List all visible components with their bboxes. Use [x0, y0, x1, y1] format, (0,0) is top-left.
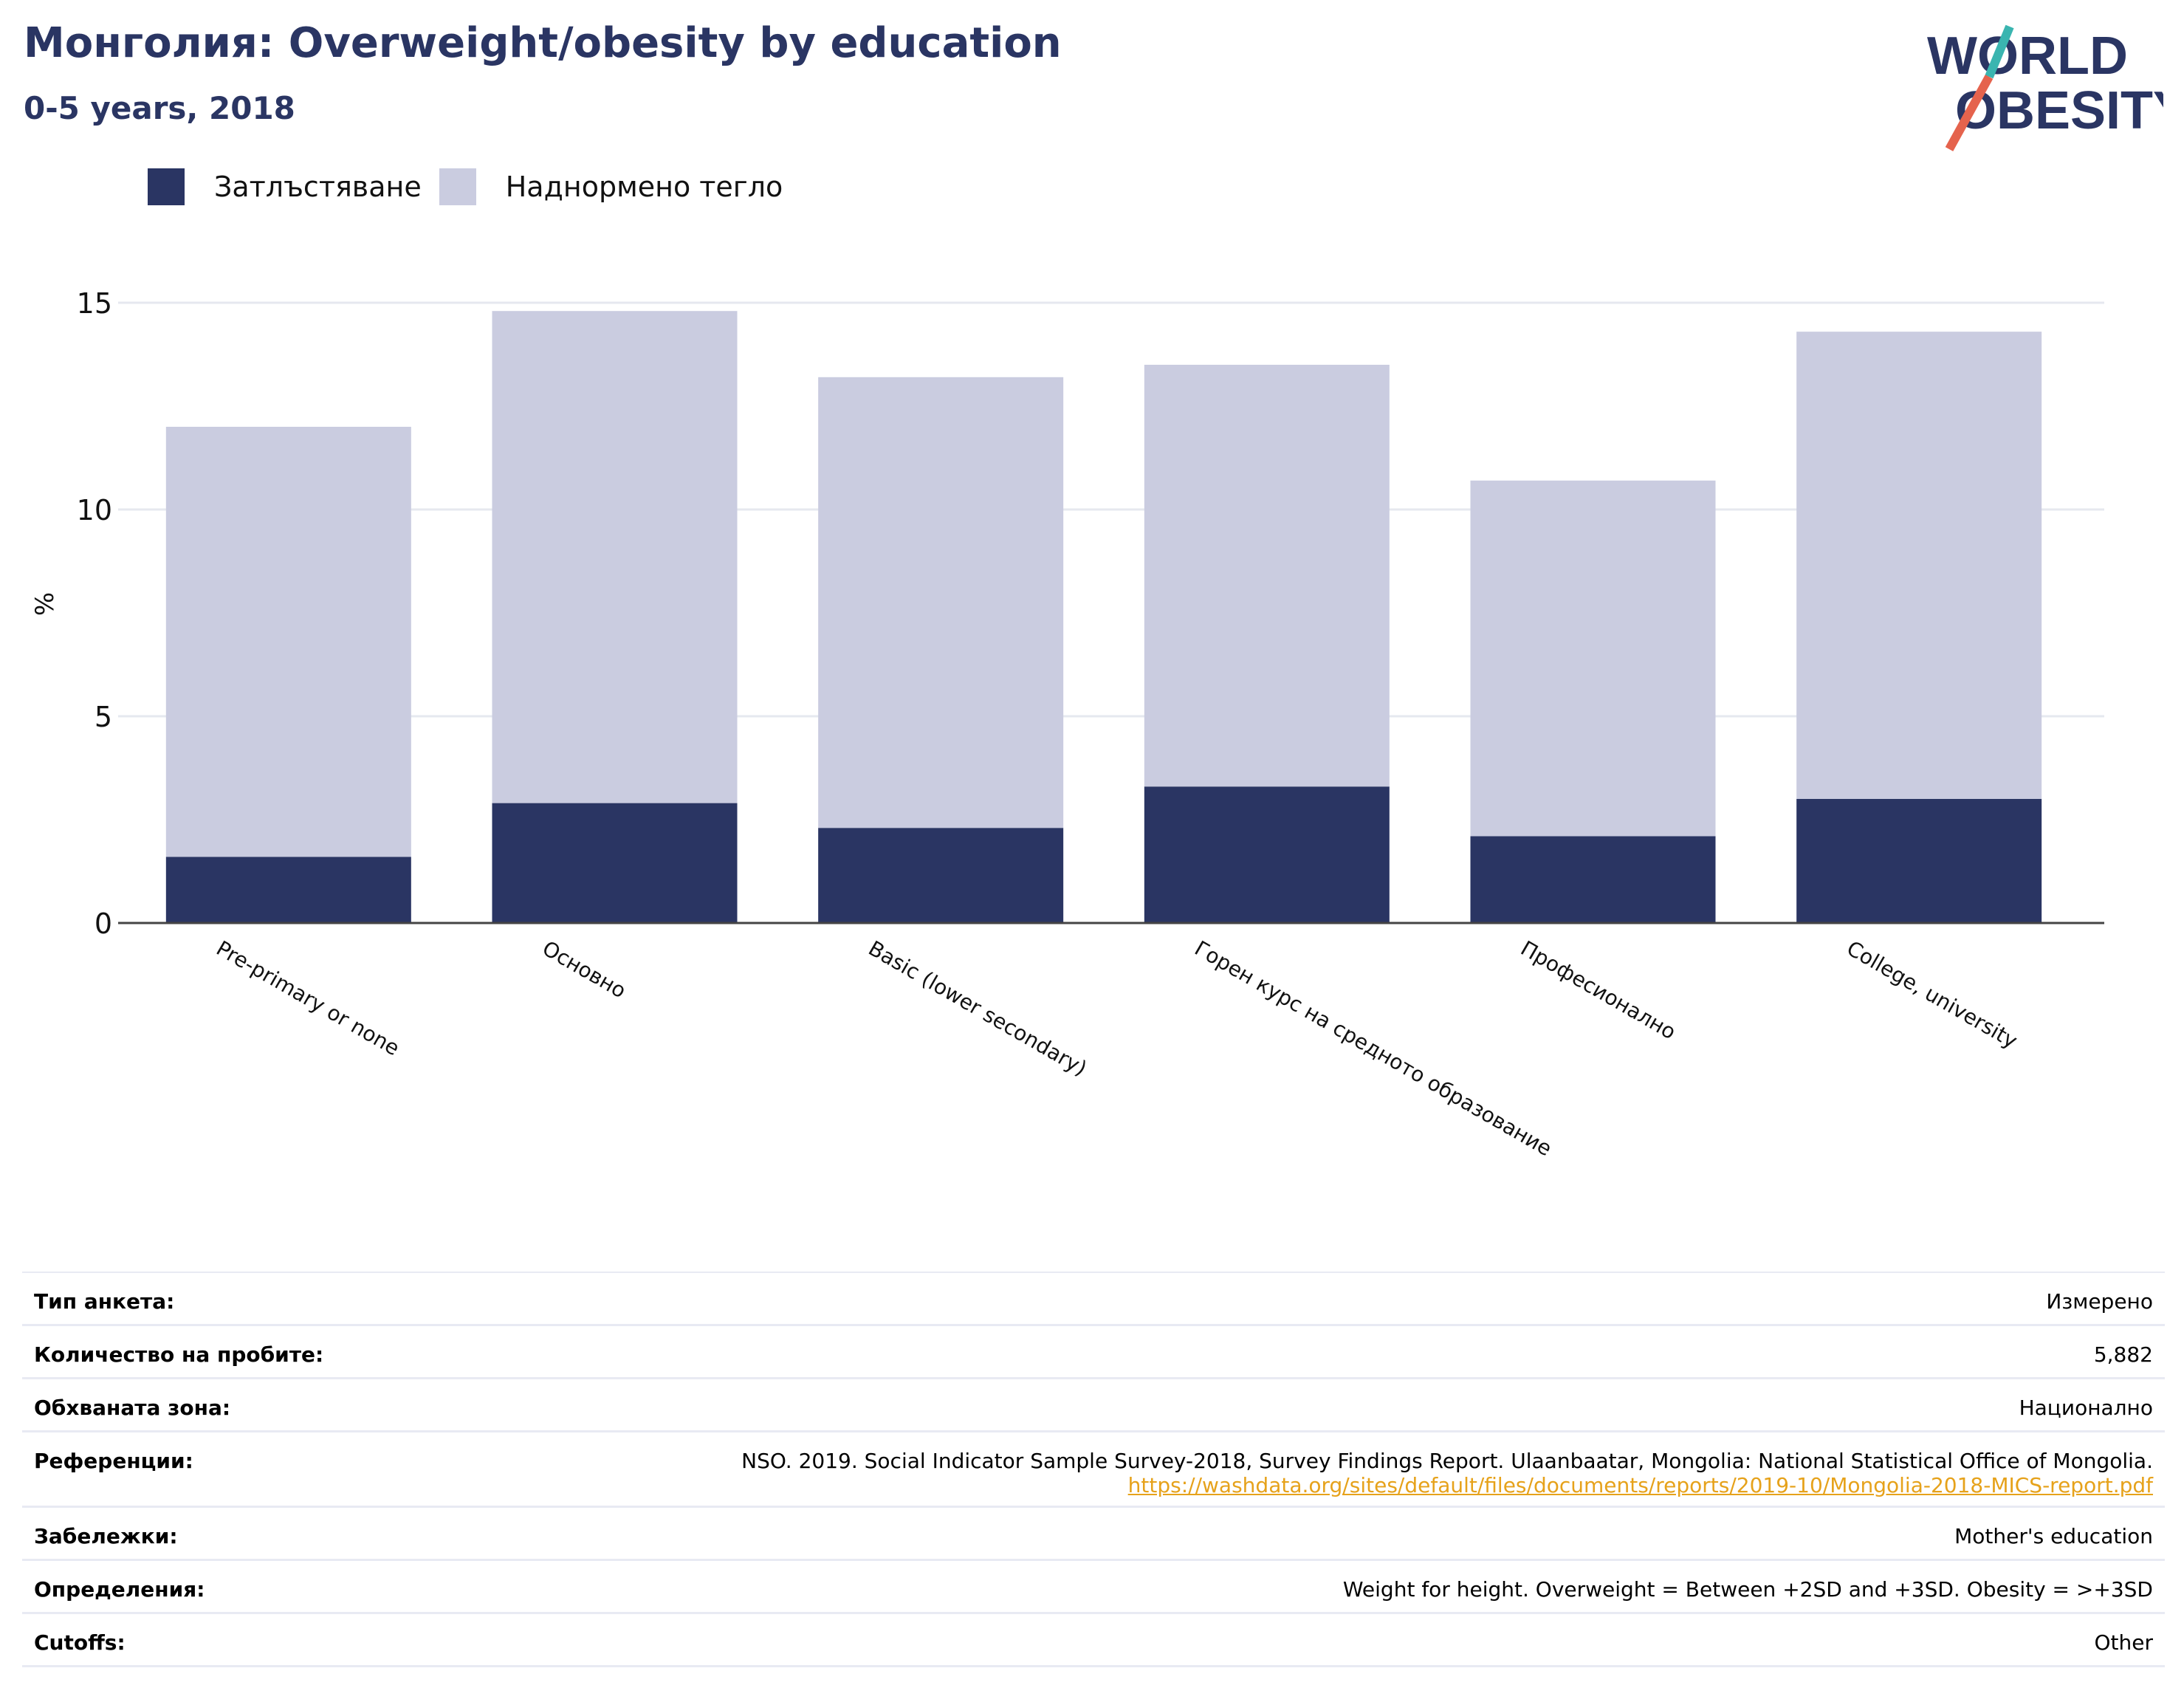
- info-value: Weight for height. Overweight = Between …: [1343, 1577, 2153, 1602]
- info-label: Референции:: [34, 1449, 193, 1473]
- bar-overweight: [492, 311, 738, 803]
- chart-title: Монголия: Overweight/obesity by educatio…: [24, 19, 1062, 67]
- chart-subtitle: 0-5 years, 2018: [24, 90, 295, 126]
- info-value-text: Измерено: [2046, 1289, 2153, 1314]
- y-tick-label: 15: [77, 287, 112, 320]
- y-tick-label: 0: [95, 907, 112, 940]
- legend-item-overweight[interactable]: Наднормено тегло: [439, 168, 783, 205]
- x-tick-label: College, university: [1843, 936, 2022, 1053]
- bar-overweight: [1144, 365, 1390, 787]
- info-row: Обхваната зона: Национално: [22, 1379, 2165, 1432]
- info-value-text: Weight for height. Overweight = Between …: [1342, 1577, 2153, 1602]
- logo-line2: OBESITY: [1955, 81, 2163, 140]
- info-row: Количество на пробите: 5,882: [22, 1326, 2165, 1379]
- info-value-text: Other: [2094, 1630, 2153, 1655]
- info-value: Other: [2094, 1630, 2153, 1655]
- info-value-text: 5,882: [2093, 1342, 2153, 1367]
- legend-label-overweight: Наднормено тегло: [505, 171, 783, 203]
- bar-overweight: [818, 377, 1064, 828]
- bar-obesity: [818, 828, 1064, 923]
- info-label: Cutoffs:: [34, 1630, 126, 1655]
- info-value: Национално: [2019, 1396, 2153, 1420]
- info-value: 5,882: [2094, 1342, 2153, 1367]
- x-tick-label: Basic (lower secondary): [865, 936, 1091, 1080]
- bar-chart: 0 5 10 15% Pre-primary or none Основно Basic (…: [30, 287, 2104, 1161]
- info-row: Референции: NSO. 2019. Social Indicator S…: [22, 1432, 2165, 1508]
- bar-overweight: [165, 427, 411, 857]
- info-row: Забележки: Mother's education: [22, 1508, 2165, 1561]
- logo-slash-bottom: [1945, 75, 1994, 151]
- logo-line1: WORLD: [1927, 27, 2128, 86]
- info-label: Количество на пробите:: [34, 1342, 324, 1367]
- legend-item-obesity[interactable]: Затлъстяване: [148, 168, 422, 205]
- bar-overweight: [1796, 332, 2042, 799]
- bar-obesity: [492, 803, 738, 923]
- info-row: Cutoffs: Other: [22, 1614, 2165, 1667]
- chart-legend: Затлъстяване Наднормено тегло: [148, 168, 800, 205]
- x-tick-label: Pre-primary or none: [212, 936, 403, 1060]
- bar-obesity: [1470, 836, 1716, 923]
- info-label: Тип анкета:: [34, 1289, 175, 1314]
- x-tick-label: Горен курс на средното образование: [1190, 936, 1556, 1161]
- x-tick-label: Професионално: [1517, 936, 1680, 1044]
- x-tick-label: Основно: [538, 936, 631, 1003]
- bar-obesity: [1796, 799, 2042, 923]
- info-value: NSO. 2019. Social Indicator Sample Surve…: [741, 1449, 2153, 1497]
- legend-label-obesity: Затлъстяване: [214, 171, 422, 203]
- info-value-text: Mother's education: [1954, 1524, 2153, 1548]
- info-row: Определения: Weight for height. Overweigh…: [22, 1561, 2165, 1614]
- info-label: Обхваната зона:: [34, 1396, 231, 1420]
- y-tick-label: 10: [77, 494, 112, 526]
- world-obesity-logo: WORLD OBESITY: [1927, 24, 2163, 151]
- info-row: Тип анкета: Измерено: [22, 1273, 2165, 1326]
- survey-info-table: Тип анкета: Измерено Количество на пробите…: [22, 1272, 2165, 1667]
- bar-obesity: [1144, 786, 1390, 923]
- info-value-text: Национално: [2019, 1396, 2153, 1420]
- info-value: Mother's education: [1954, 1524, 2153, 1548]
- info-label: Определения:: [34, 1577, 205, 1602]
- bar-overweight: [1470, 480, 1716, 837]
- info-label: Забележки:: [34, 1524, 178, 1548]
- reference-link[interactable]: https://washdata.org/sites/default/files…: [1127, 1473, 2153, 1497]
- y-axis-title: %: [30, 592, 60, 616]
- info-value-text: NSO. 2019. Social Indicator Sample Surve…: [741, 1449, 2153, 1473]
- info-value: Измерено: [2046, 1289, 2153, 1314]
- y-tick-label: 5: [95, 701, 112, 733]
- logo-slash-top: [1985, 24, 2014, 79]
- bar-obesity: [165, 857, 411, 923]
- legend-swatch-obesity: [148, 168, 185, 205]
- legend-swatch-overweight: [439, 168, 476, 205]
